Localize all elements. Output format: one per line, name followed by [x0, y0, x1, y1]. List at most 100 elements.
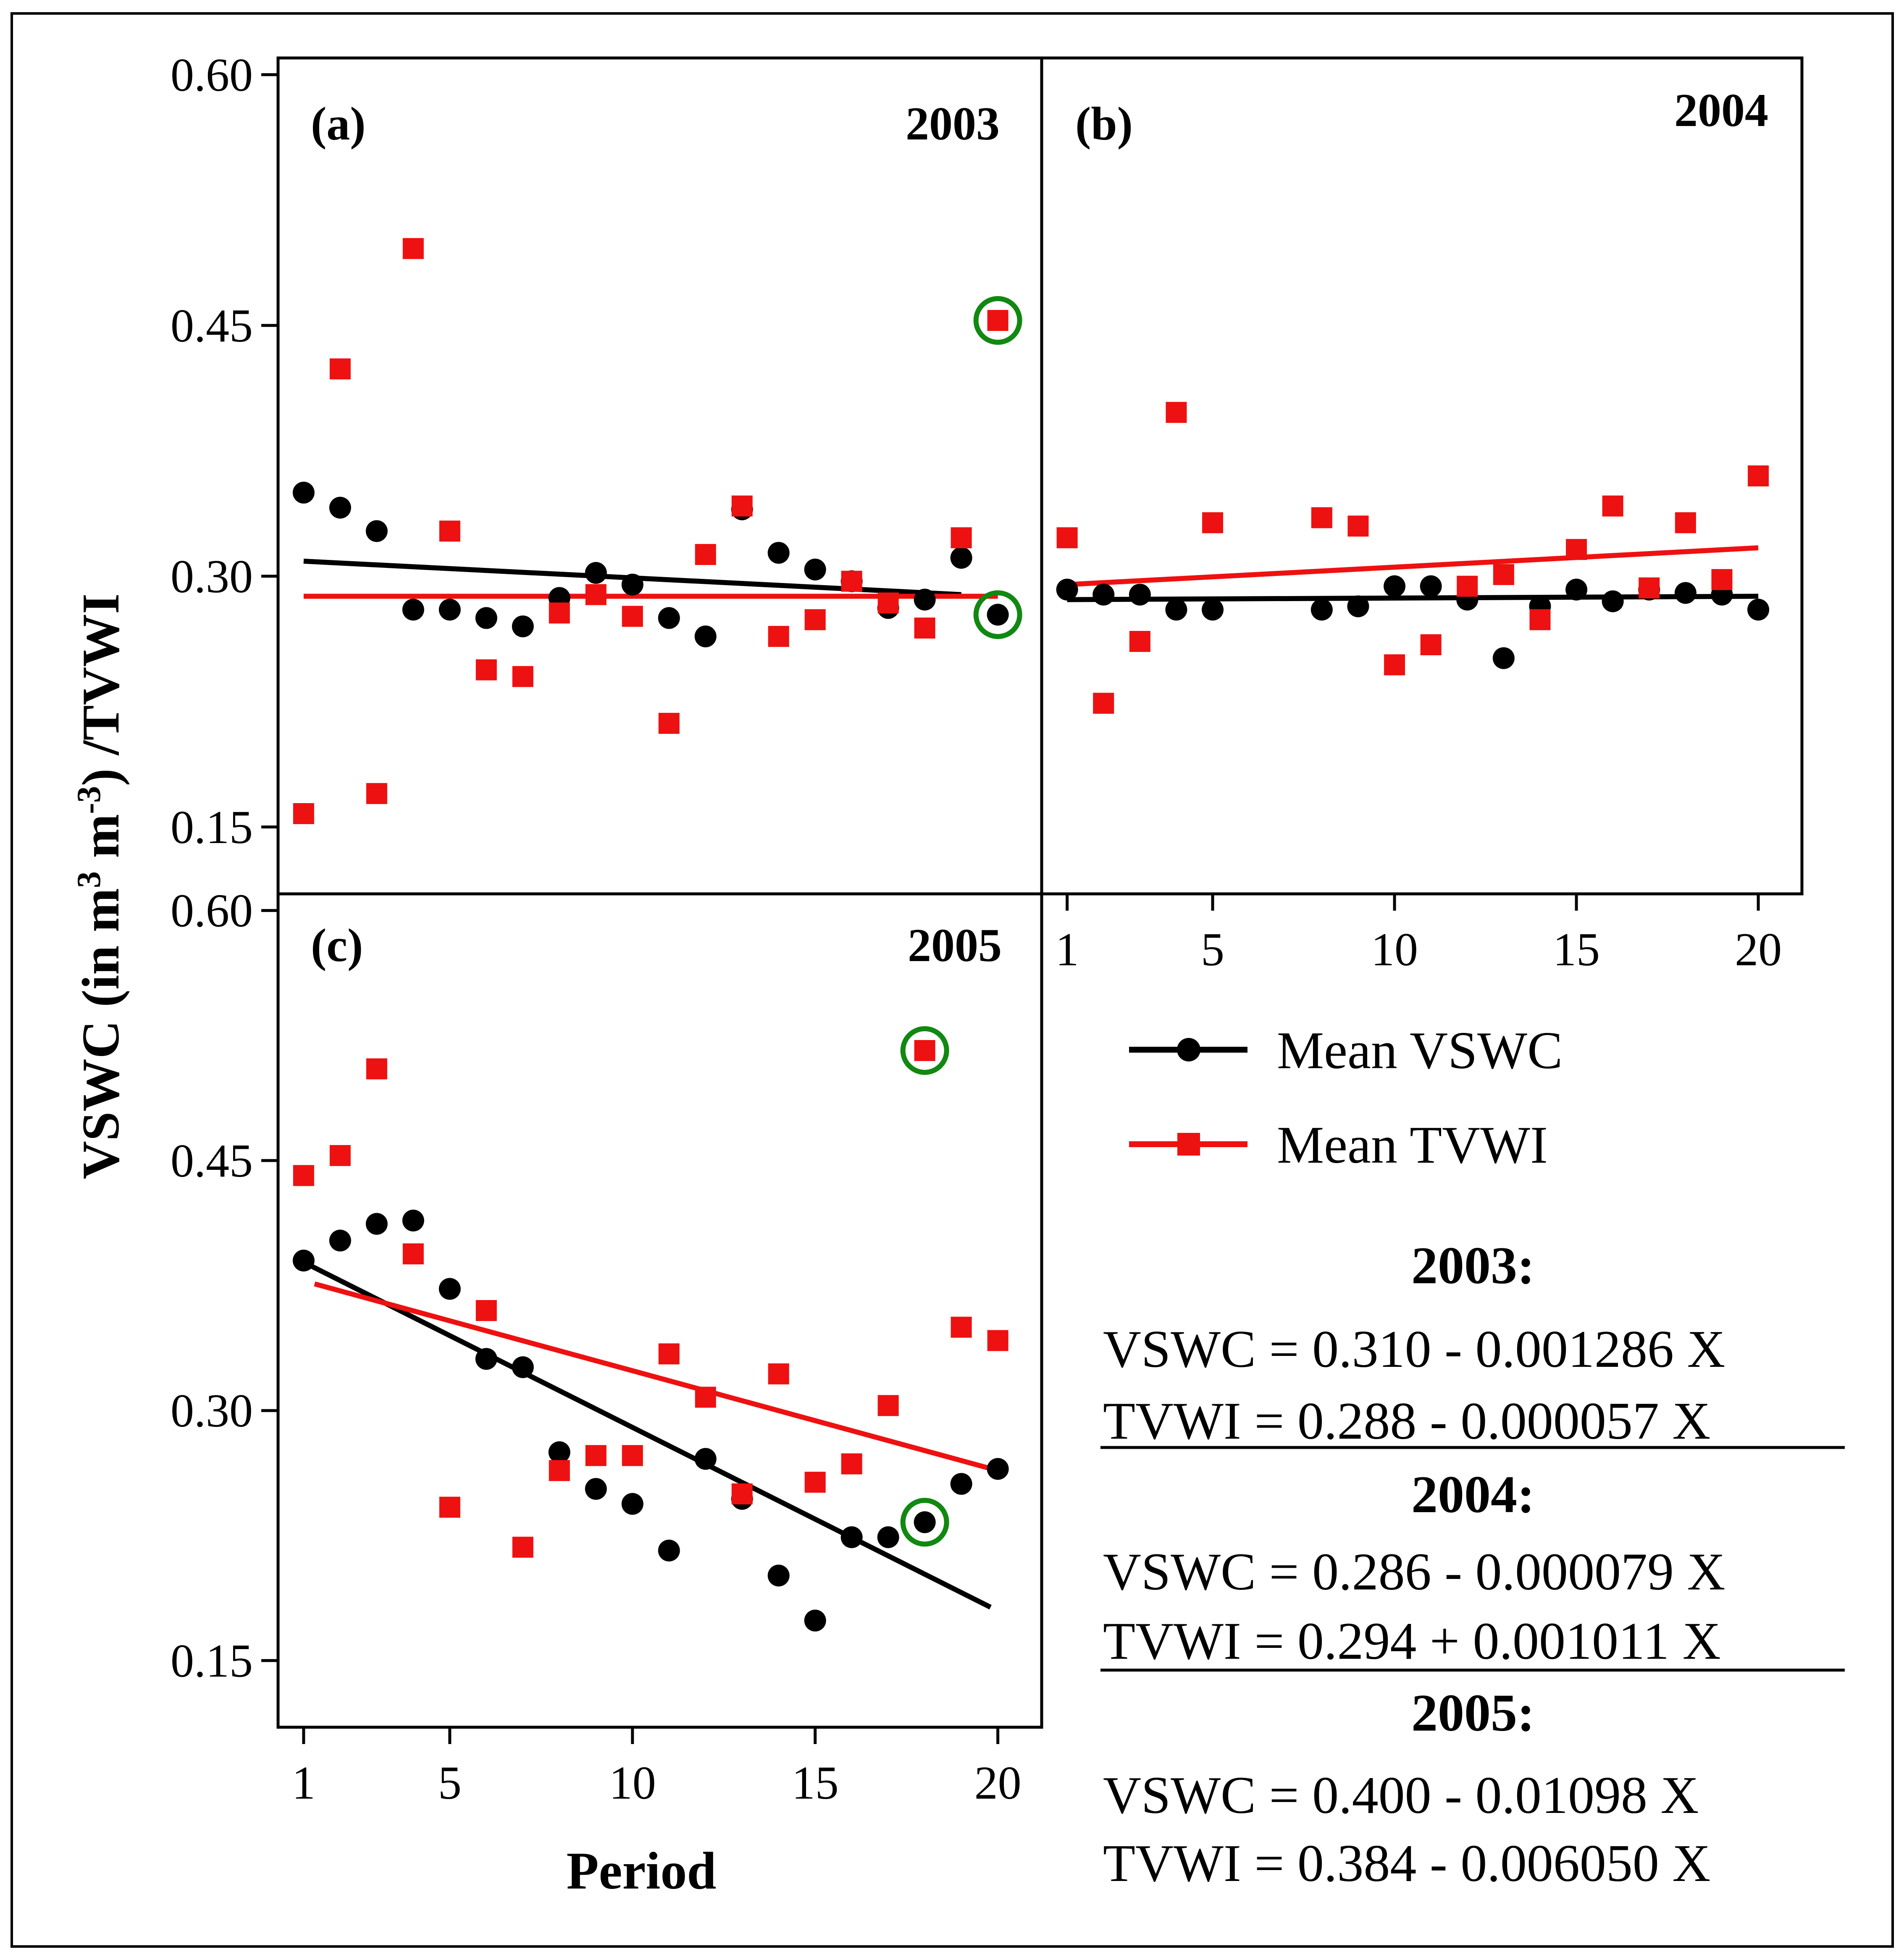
legend-tvwi-label: Mean TVWI [1277, 1116, 1548, 1174]
panel-b-vswc-point [1093, 583, 1115, 606]
panel-a-tvwi-point [585, 584, 607, 605]
panel-c-xtick-label: 20 [974, 1757, 1022, 1809]
y-axis-title-part-2: m [72, 814, 130, 871]
panel-b-vswc-point [1347, 595, 1369, 617]
panel-b-tvwi-point [1129, 631, 1150, 652]
y-axis-title-part-1: VSWC (in m [72, 888, 130, 1179]
panel-a-tvwi-point [877, 592, 899, 614]
panel-b-xtick-label: 20 [1735, 924, 1782, 976]
y-axis-title-part-3: ) /TVWI [72, 594, 130, 786]
panel-a-highlight-ring [973, 296, 1022, 345]
panel-c-highlight-ring [900, 1026, 949, 1075]
panel-b-vswc-point [1165, 599, 1187, 621]
panel-a-vswc-point [658, 607, 680, 629]
panel-b-xtick-label: 15 [1553, 924, 1600, 976]
panel-b-tvwi-point [1529, 609, 1551, 630]
panel-a-ytick-label: 0.15 [171, 801, 253, 854]
panel-c-year: 2005 [908, 919, 1002, 972]
panel-a-vswc-point [694, 625, 717, 648]
panel-a-tvwi-point [731, 495, 753, 517]
eq-2003-heading: 2003: [1411, 1237, 1535, 1295]
panel-a-tvwi-point [475, 659, 497, 680]
panel-b-vswc-point [1674, 582, 1697, 604]
panel-b-vswc-point [1384, 575, 1406, 597]
panel-a-vswc-point [987, 604, 1009, 626]
panel-b-frame [1040, 56, 1804, 896]
panel-c-tvwi-point [439, 1497, 460, 1518]
panel-c-tvwi-point [475, 1300, 497, 1321]
legend-vswc-label: Mean VSWC [1277, 1022, 1563, 1080]
panel-c-vswc-point [402, 1209, 424, 1232]
panel-c-vswc-fit-line [302, 1260, 992, 1610]
panel-a-vswc-point [621, 573, 643, 596]
panel-c-xtick-label: 1 [292, 1757, 315, 1809]
panel-a-ytick-label: 0.30 [171, 551, 253, 603]
panel-a-tvwi-point [439, 520, 460, 542]
panel-b-tvwi-point [1602, 495, 1623, 517]
eq-2003-vswc: VSWC = 0.310 - 0.001286 X [1103, 1320, 1725, 1379]
y-axis-title-sup-1: 3 [71, 871, 108, 888]
panel-b-label: (b) [1075, 98, 1133, 150]
y-axis-title-sup-2: -3 [71, 786, 108, 814]
y-axis-title: VSWC (in m3 m-3) /TVWI [71, 594, 130, 1179]
panel-c-tvwi-point [695, 1387, 716, 1408]
panel-a-tvwi-point [366, 783, 387, 804]
panel-c-tvwi-fit-line [314, 1281, 999, 1473]
figure-frame [11, 12, 1894, 1948]
panel-a-vswc-point [914, 588, 936, 611]
panel-a-tvwi-point [914, 617, 935, 639]
panel-c-tvwi-point [877, 1395, 899, 1416]
panel-c-tvwi-point [366, 1058, 387, 1080]
panel-c-ytick-label: 0.45 [171, 1135, 253, 1187]
panel-b-tvwi-point [1202, 512, 1224, 533]
panel-b-tvwi-point [1093, 693, 1114, 714]
panel-a-highlight-ring [973, 590, 1022, 639]
panel-c-tvwi-point [622, 1445, 643, 1466]
legend: Mean VSWC Mean TVWI [1129, 1022, 1563, 1174]
panel-a-tvwi-point [512, 666, 533, 687]
panel-b-vswc-point [1747, 599, 1770, 621]
plot-layer: 0.150.300.450.601 5 10 15 200.150.300.450.60… [171, 49, 1782, 1809]
panel-c-vswc-point [840, 1526, 863, 1548]
panel-b-tvwi-point [1347, 515, 1369, 537]
legend-tvwi-marker [1177, 1133, 1200, 1156]
panel-c-vswc-point [365, 1213, 388, 1235]
panel-c-tvwi-point [804, 1471, 826, 1493]
panel-c-tvwi-point [329, 1145, 351, 1166]
panel-c-vswc-point [621, 1493, 643, 1515]
panel-b-tvwi-point [1420, 634, 1442, 655]
eq-2004-vswc: VSWC = 0.286 - 0.000079 X [1103, 1543, 1725, 1601]
panel-c-tvwi-point [658, 1343, 680, 1365]
panel-a-year: 2003 [906, 98, 1000, 150]
panel-c-tvwi-point [987, 1330, 1008, 1351]
panel-c-vswc-point [987, 1458, 1009, 1480]
panel-a-tvwi-point [768, 626, 789, 647]
legend-vswc-marker [1177, 1038, 1200, 1061]
panel-b-vswc-point [1056, 578, 1078, 601]
panel-c-vswc-point [694, 1448, 717, 1470]
panel-b-vswc-point [1310, 599, 1333, 621]
panel-a-vswc-point [950, 547, 972, 569]
panel-b-xtick-label: 5 [1201, 924, 1224, 976]
eq-2005-vswc: VSWC = 0.400 - 0.01098 X [1103, 1766, 1699, 1825]
panel-c-tvwi-point [585, 1445, 607, 1466]
eq-2005-heading: 2005: [1411, 1684, 1535, 1742]
panel-c-tvwi-point [841, 1453, 862, 1475]
panel-b-tvwi-point [1311, 507, 1332, 528]
panel-a-tvwi-point [695, 544, 716, 565]
panel-b-tvwi-point [1056, 527, 1078, 549]
panel-c-tvwi-point [549, 1460, 570, 1481]
panel-c-vswc-point [658, 1539, 680, 1562]
panel-a-tvwi-point [293, 803, 314, 824]
panel-a-tvwi-point [549, 602, 570, 624]
panel-c-label: (c) [311, 919, 363, 972]
panel-b-vswc-point [1129, 583, 1151, 606]
panel-b-tvwi-point [1748, 465, 1769, 486]
panel-b-tvwi-point [1166, 402, 1187, 423]
panel-c-vswc-point [585, 1478, 607, 1500]
panel-c-xtick-label: 5 [438, 1757, 462, 1809]
panel-a-ytick-label: 0.60 [171, 49, 253, 101]
panel-a-tvwi-point [329, 358, 351, 380]
eq-2004-tvwi: TVWI = 0.294 + 0.001011 X [1103, 1612, 1721, 1671]
panel-c-xtick-label: 15 [792, 1757, 839, 1809]
